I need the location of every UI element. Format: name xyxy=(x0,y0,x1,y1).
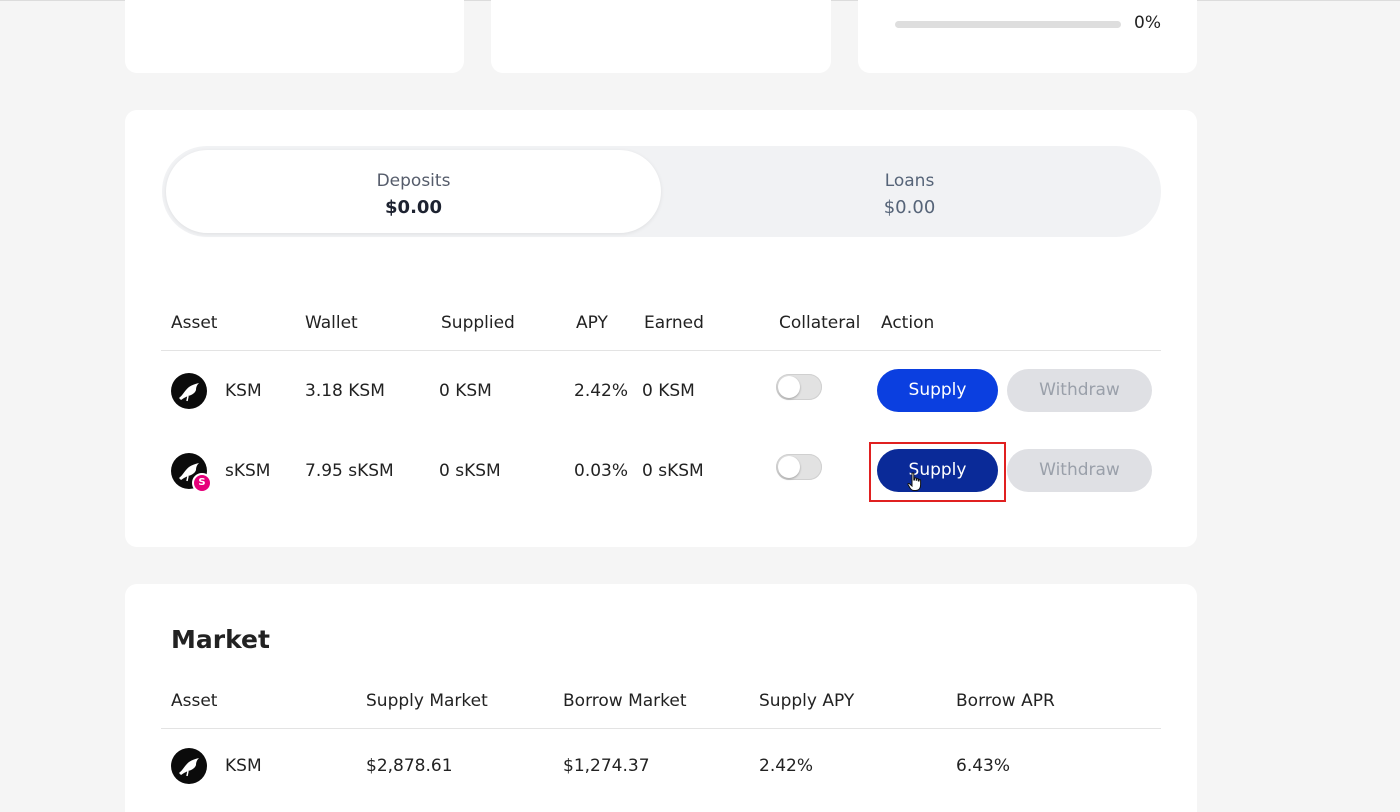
hand-pointer-icon xyxy=(907,472,923,496)
supply-button[interactable]: Supply xyxy=(877,369,998,412)
toggle-knob xyxy=(778,456,800,478)
tab-loans-value: $0.00 xyxy=(883,197,936,218)
withdraw-button[interactable]: Withdraw xyxy=(1007,449,1152,492)
tab-deposits-value: $0.00 xyxy=(385,197,442,218)
tab-deposits[interactable]: Deposits $0.00 xyxy=(166,150,661,233)
wallet-balance: 7.95 sKSM xyxy=(305,461,394,481)
asset-name: sKSM xyxy=(225,461,271,481)
summary-card-3: 0% xyxy=(858,0,1197,73)
withdraw-button[interactable]: Withdraw xyxy=(1007,369,1152,412)
market-col-header-supply-apy: Supply APY xyxy=(759,691,855,711)
col-header-action: Action xyxy=(881,313,935,333)
supply-button[interactable]: Supply xyxy=(877,449,998,492)
market-asset-name: KSM xyxy=(225,756,262,776)
supplied-amount: 0 sKSM xyxy=(439,461,501,481)
tab-loans-label: Loans xyxy=(884,171,935,191)
borrow-apr-value: 6.43% xyxy=(956,756,1011,776)
table-header-divider xyxy=(161,350,1161,351)
kusama-bird-icon xyxy=(171,748,207,784)
kusama-bird-icon xyxy=(171,373,207,409)
market-col-header-borrow-market: Borrow Market xyxy=(563,691,687,711)
utilization-percent: 0% xyxy=(1134,13,1161,33)
supply-apy-value: 2.42% xyxy=(759,756,814,776)
earned-amount: 0 sKSM xyxy=(642,461,704,481)
collateral-toggle[interactable] xyxy=(776,374,822,400)
col-header-earned: Earned xyxy=(644,313,704,333)
col-header-supplied: Supplied xyxy=(441,313,515,333)
borrow-market-value: $1,274.37 xyxy=(563,756,650,776)
col-header-asset: Asset xyxy=(171,313,218,333)
supplied-amount: 0 KSM xyxy=(439,381,492,401)
col-header-collateral: Collateral xyxy=(779,313,861,333)
market-title: Market xyxy=(171,625,270,654)
market-col-header-supply-market: Supply Market xyxy=(366,691,488,711)
tab-loans[interactable]: Loans $0.00 xyxy=(662,150,1157,233)
tab-deposits-label: Deposits xyxy=(376,171,451,191)
col-header-wallet: Wallet xyxy=(305,313,358,333)
supply-market-value: $2,878.61 xyxy=(366,756,453,776)
s-badge-icon: S xyxy=(192,473,212,493)
market-col-header-asset: Asset xyxy=(171,691,218,711)
positions-card: Deposits $0.00 Loans $0.00 Asset Wallet … xyxy=(125,110,1197,547)
click-highlight-box xyxy=(869,442,1006,502)
col-header-apy: APY xyxy=(576,313,608,333)
deposits-loans-switch: Deposits $0.00 Loans $0.00 xyxy=(162,146,1161,237)
apy-value: 2.42% xyxy=(574,381,629,401)
market-col-header-borrow-apr: Borrow APR xyxy=(956,691,1055,711)
toggle-knob xyxy=(778,376,800,398)
collateral-toggle[interactable] xyxy=(776,454,822,480)
summary-card-1 xyxy=(125,0,464,73)
summary-card-2 xyxy=(491,0,831,73)
market-card: Market Asset Supply Market Borrow Market… xyxy=(125,584,1197,812)
market-header-divider xyxy=(161,728,1161,729)
wallet-balance: 3.18 KSM xyxy=(305,381,385,401)
earned-amount: 0 KSM xyxy=(642,381,695,401)
kusama-bird-icon: S xyxy=(171,453,212,493)
asset-name: KSM xyxy=(225,381,262,401)
utilization-progress-bar xyxy=(895,21,1121,28)
apy-value: 0.03% xyxy=(574,461,629,481)
